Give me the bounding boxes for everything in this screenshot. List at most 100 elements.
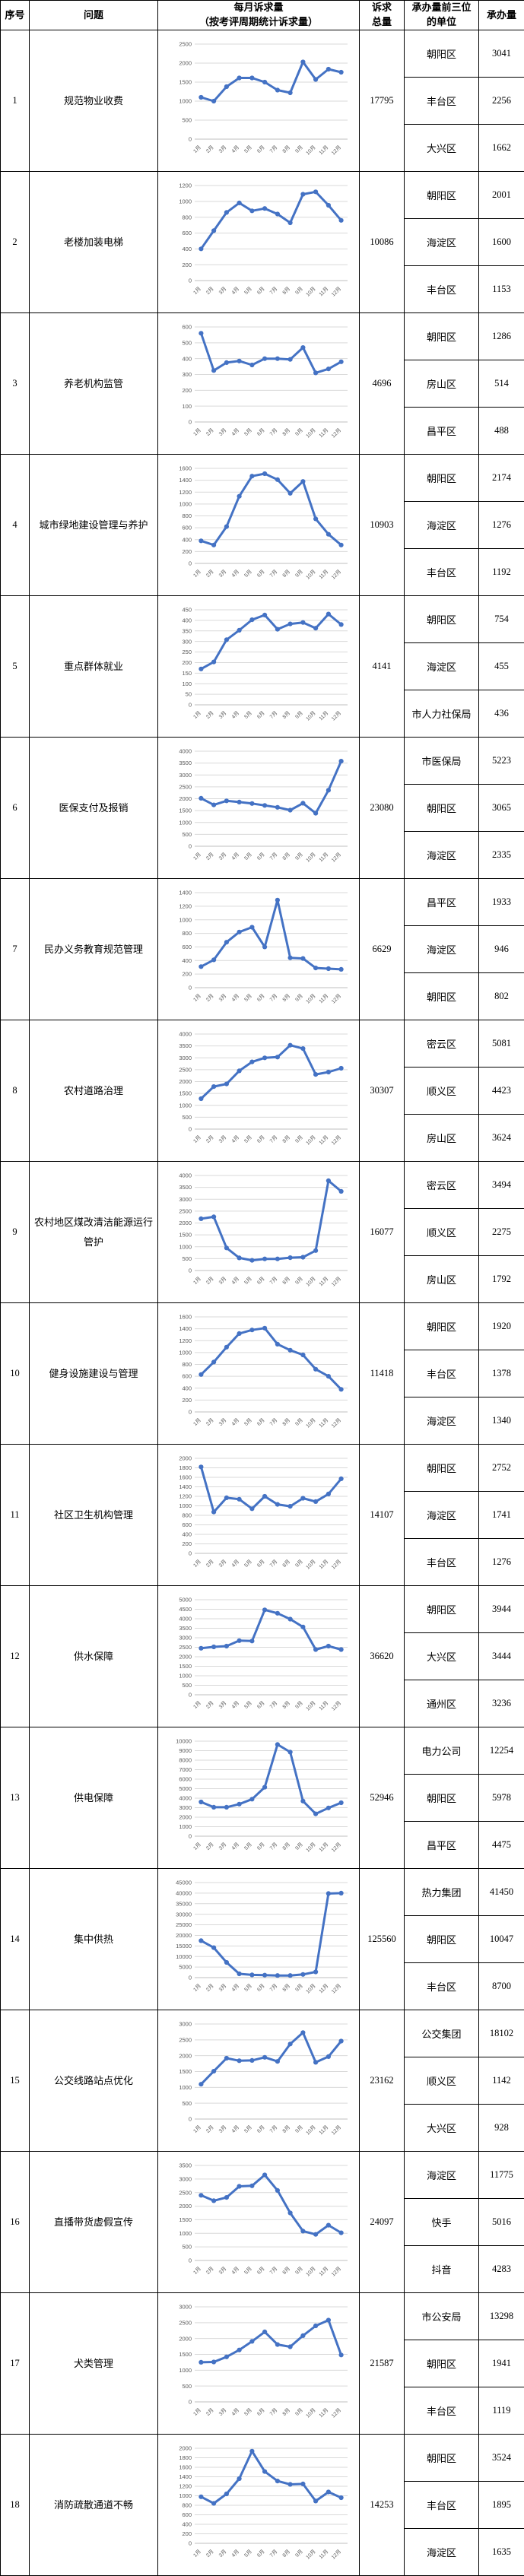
- y-axis-tick-label: 7000: [179, 1766, 192, 1773]
- x-axis-month-label: 4月: [230, 2549, 240, 2559]
- unit-name-cell: 海淀区: [405, 643, 479, 690]
- total-cell: 11418: [360, 1303, 405, 1445]
- y-axis-tick-label: 1600: [179, 465, 192, 472]
- volume-cell: 1276: [479, 502, 524, 549]
- x-axis-month-label: 6月: [256, 427, 265, 437]
- y-axis-tick-label: 1500: [179, 807, 192, 814]
- y-axis-tick-label: 600: [182, 1373, 192, 1380]
- x-axis-month-label: 11月: [317, 852, 329, 863]
- unit-name-cell: 丰台区: [405, 266, 479, 313]
- volume-cell: 1662: [479, 125, 524, 172]
- unit-name-cell: 房山区: [405, 360, 479, 408]
- x-axis-month-label: 2月: [205, 569, 214, 579]
- x-axis-month-label: 4月: [230, 852, 240, 861]
- x-axis-month-label: 2月: [205, 1983, 214, 1993]
- total-cell: 17795: [360, 30, 405, 172]
- x-axis-month-label: 5月: [243, 2549, 252, 2559]
- y-axis-tick-label: 4000: [179, 1031, 192, 1038]
- y-axis-tick-label: 2000: [179, 1654, 192, 1661]
- unit-name-cell: 电力公司: [405, 1727, 479, 1775]
- volume-cell: 754: [479, 596, 524, 643]
- volume-cell: 3041: [479, 30, 524, 78]
- volume-cell: 5223: [479, 738, 524, 785]
- volume-cell: 436: [479, 690, 524, 738]
- volume-cell: 1142: [479, 2057, 524, 2105]
- unit-name-cell: 顺义区: [405, 2057, 479, 2105]
- x-axis-month-label: 4月: [230, 1700, 240, 1710]
- unit-name-cell: 昌平区: [405, 1822, 479, 1869]
- total-cell: 52946: [360, 1727, 405, 1869]
- y-axis-tick-label: 25000: [176, 1921, 192, 1928]
- y-axis-tick-label: 6000: [179, 1776, 192, 1783]
- x-axis-month-label: 12月: [330, 1417, 342, 1429]
- y-axis-tick-label: 800: [182, 1361, 192, 1368]
- x-axis-month-label: 7月: [268, 2124, 278, 2134]
- x-axis-month-label: 11月: [317, 2549, 329, 2560]
- y-axis-tick-label: 100: [182, 403, 192, 410]
- x-axis-month-label: 12月: [330, 286, 342, 298]
- x-axis-month-label: 6月: [256, 1417, 265, 1427]
- x-axis-month-label: 3月: [218, 2124, 227, 2134]
- y-axis-tick-label: 600: [182, 525, 192, 531]
- y-axis-tick-label: 1200: [179, 2483, 192, 2490]
- y-axis-tick-label: 0: [188, 136, 191, 143]
- x-axis-month-label: 12月: [330, 2124, 342, 2137]
- y-axis-tick-label: 1500: [179, 2068, 192, 2075]
- volume-cell: 5081: [479, 1020, 524, 1068]
- x-axis-month-label: 12月: [330, 427, 342, 439]
- y-axis-tick-label: 1000: [179, 819, 192, 826]
- y-axis-tick-label: 1000: [179, 98, 192, 105]
- col-header-monthly-line1: 每月诉求量: [233, 2, 283, 13]
- unit-name-cell: 海淀区: [405, 502, 479, 549]
- total-cell: 10903: [360, 455, 405, 596]
- y-axis-tick-label: 2000: [179, 1078, 192, 1085]
- volume-cell: 2752: [479, 1445, 524, 1492]
- x-axis-month-label: 3月: [218, 2266, 227, 2276]
- x-axis-month-label: 12月: [330, 569, 342, 581]
- volume-cell: 8700: [479, 1963, 524, 2010]
- seq-cell: 12: [1, 1586, 30, 1727]
- problem-cell: 社区卫生机构管理: [30, 1445, 158, 1586]
- y-axis-tick-label: 8000: [179, 1757, 192, 1764]
- y-axis-tick-label: 500: [182, 1255, 192, 1262]
- problem-cell: 规范物业收费: [30, 30, 158, 172]
- y-axis-tick-label: 1500: [179, 1663, 192, 1670]
- x-axis-month-label: 10月: [304, 286, 316, 298]
- unit-name-cell: 丰台区: [405, 1539, 479, 1586]
- x-axis-month-label: 8月: [281, 144, 291, 154]
- x-axis-month-label: 5月: [243, 2266, 252, 2276]
- total-cell: 23162: [360, 2010, 405, 2152]
- x-axis-month-label: 4月: [230, 2124, 240, 2134]
- seq-cell: 5: [1, 596, 30, 738]
- x-axis-month-label: 7月: [268, 427, 278, 437]
- y-axis-tick-label: 1500: [179, 2351, 192, 2358]
- unit-name-cell: 朝阳区: [405, 1775, 479, 1822]
- x-axis-month-label: 7月: [268, 286, 278, 296]
- x-axis-month-label: 3月: [218, 144, 227, 154]
- x-axis-month-label: 11月: [317, 1276, 329, 1287]
- y-axis-tick-label: 0: [188, 985, 191, 991]
- y-axis-tick-label: 4000: [179, 1172, 192, 1179]
- seq-cell: 14: [1, 1869, 30, 2010]
- x-axis-month-label: 1月: [192, 286, 202, 296]
- x-axis-month-label: 5月: [243, 2407, 252, 2417]
- y-axis-tick-label: 150: [182, 670, 192, 677]
- volume-cell: 1792: [479, 1256, 524, 1303]
- x-axis-month-label: 9月: [294, 2407, 303, 2417]
- unit-name-cell: 朝阳区: [405, 30, 479, 78]
- y-axis-tick-label: 1800: [179, 2454, 192, 2461]
- unit-name-cell: 大兴区: [405, 1633, 479, 1680]
- x-axis-month-label: 12月: [330, 852, 342, 864]
- x-axis-month-label: 9月: [294, 1417, 303, 1427]
- volume-cell: 1340: [479, 1397, 524, 1445]
